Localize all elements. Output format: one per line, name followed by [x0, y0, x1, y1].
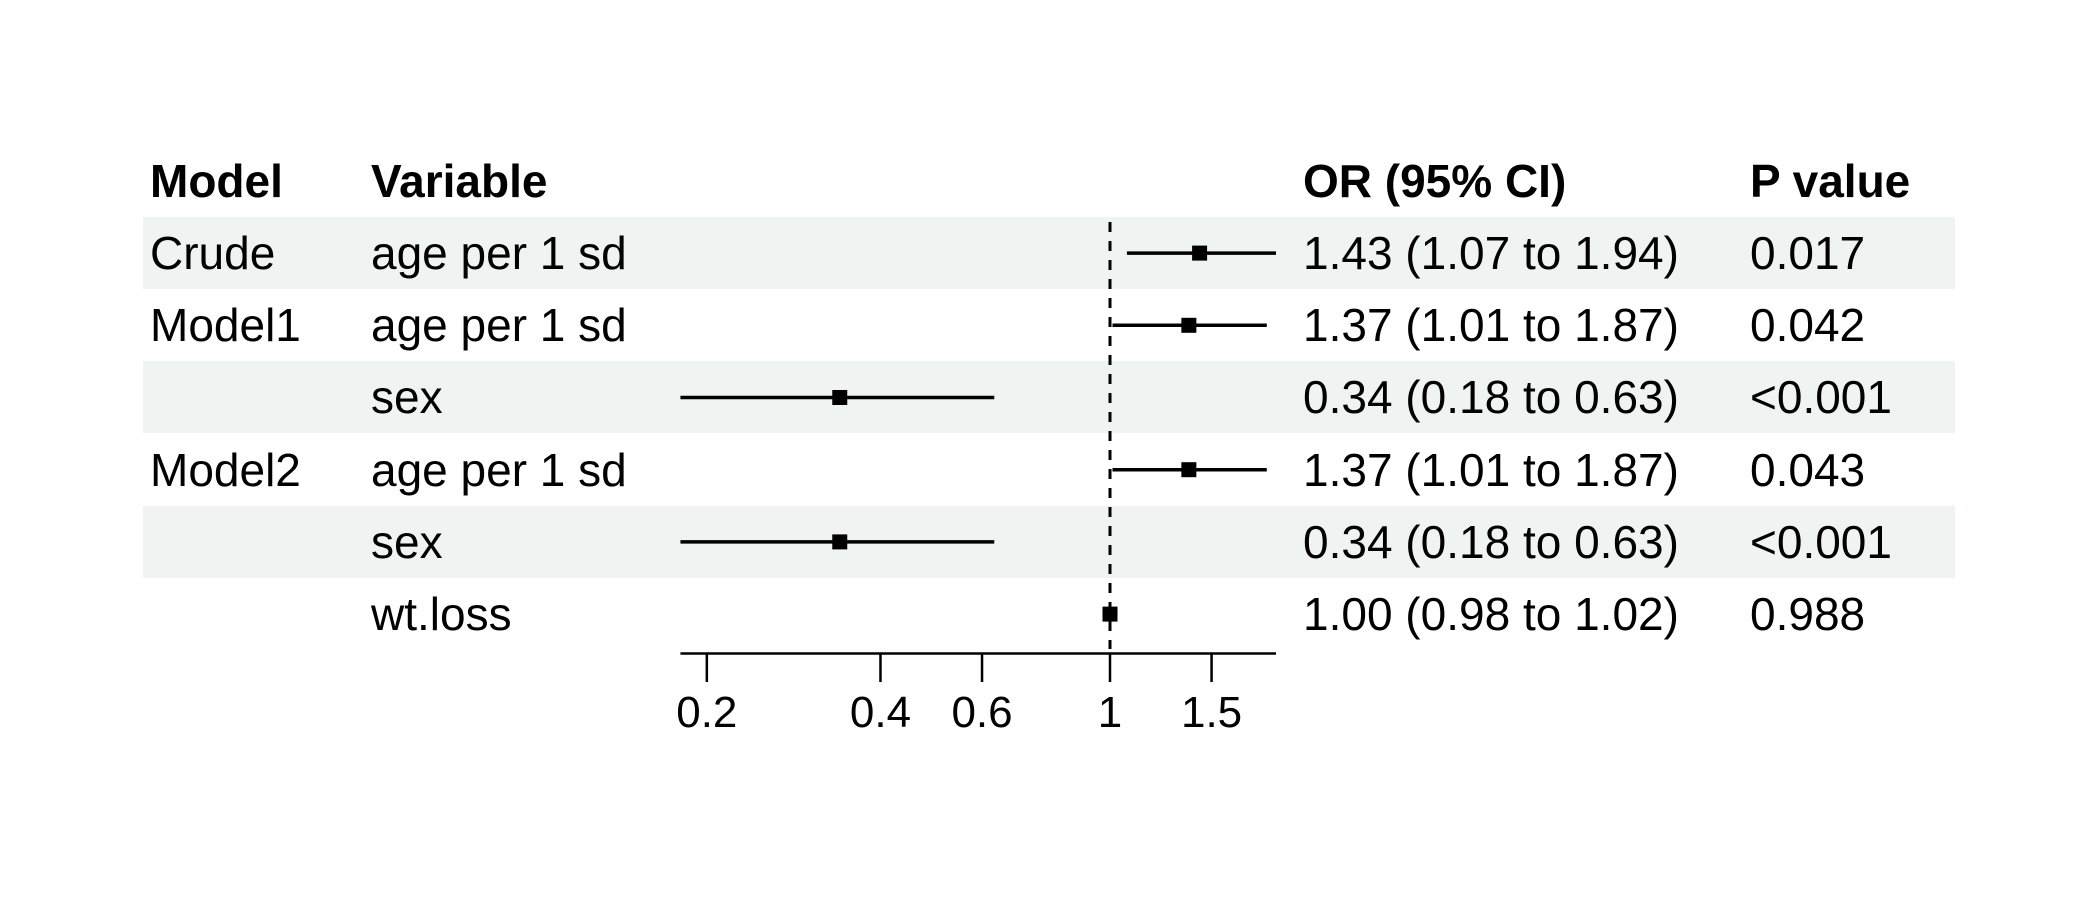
table-row: Crude age per 1 sd 1.43 (1.07 to 1.94) 0.01… — [0, 217, 2100, 289]
variable-cell: age per 1 sd — [371, 227, 627, 279]
model-cell: Model1 — [150, 299, 301, 352]
pval-cell: <0.001 — [1750, 515, 1892, 568]
table-row: Model1 age per 1 sd 1.37 (1.01 to 1.87) 0.0… — [0, 289, 2100, 361]
x-tick-label: 1.5 — [1181, 688, 1242, 737]
variable-cell: sex — [371, 515, 443, 568]
table-row: sex 0.34 (0.18 to 0.63) <0.001 — [0, 361, 2100, 434]
model-cell: Model2 — [150, 443, 301, 496]
model-cell: Crude — [150, 227, 276, 279]
pval-cell: 0.042 — [1750, 299, 1866, 352]
column-header-p-value: P value — [1750, 155, 1911, 207]
row-stripe — [143, 505, 1955, 578]
orci-cell: 1.37 (1.01 to 1.87) — [1303, 299, 1679, 352]
x-tick-label: 0.6 — [951, 688, 1012, 737]
variable-cell: sex — [371, 371, 443, 424]
column-header-or-ci: OR (95% CI) — [1303, 155, 1567, 207]
x-tick-label: 0.2 — [676, 688, 737, 737]
orci-cell: 0.34 (0.18 to 0.63) — [1303, 371, 1679, 424]
variable-cell: wt.loss — [371, 588, 512, 640]
column-header-model: Model — [150, 155, 283, 207]
pval-cell: 0.043 — [1750, 443, 1866, 496]
table-row: Model2 age per 1 sd 1.37 (1.01 to 1.87) 0.0… — [0, 434, 2100, 506]
row-stripe — [143, 217, 1955, 289]
row-stripe — [143, 361, 1955, 434]
x-tick-label: 0.4 — [850, 688, 911, 737]
orci-cell: 0.34 (0.18 to 0.63) — [1303, 515, 1679, 568]
pval-cell: <0.001 — [1750, 371, 1892, 424]
orci-cell: 1.43 (1.07 to 1.94) — [1303, 227, 1679, 279]
orci-cell: 1.37 (1.01 to 1.87) — [1303, 443, 1679, 496]
table-row: sex 0.34 (0.18 to 0.63) <0.001 — [0, 505, 2100, 578]
pval-cell: 0.988 — [1750, 588, 1866, 640]
pval-cell: 0.017 — [1750, 227, 1866, 279]
variable-cell: age per 1 sd — [371, 443, 627, 496]
x-tick-label: 1 — [1098, 688, 1122, 737]
orci-cell: 1.00 (0.98 to 1.02) — [1303, 588, 1679, 640]
column-header-variable: Variable — [371, 155, 548, 207]
variable-cell: age per 1 sd — [371, 299, 627, 352]
table-row: wt.loss 1.00 (0.98 to 1.02) 0.988 — [0, 578, 2100, 650]
